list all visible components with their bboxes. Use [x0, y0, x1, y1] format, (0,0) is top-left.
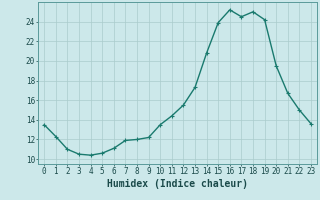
X-axis label: Humidex (Indice chaleur): Humidex (Indice chaleur) — [107, 179, 248, 189]
